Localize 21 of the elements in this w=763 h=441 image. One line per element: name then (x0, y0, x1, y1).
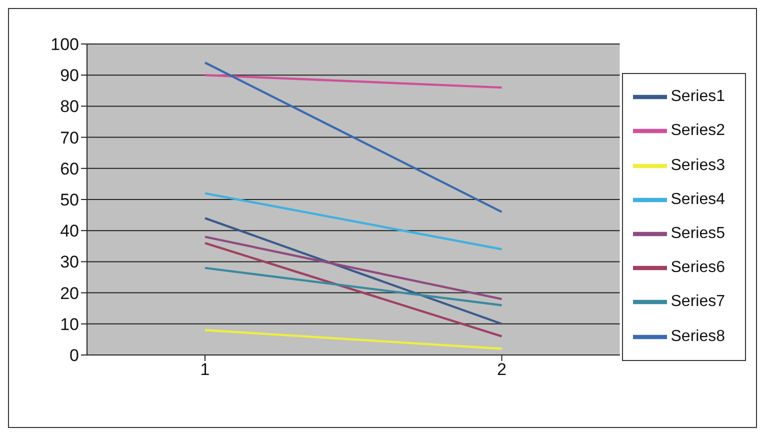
y-tick-label: 80 (60, 97, 79, 116)
y-tick-label: 70 (60, 128, 79, 148)
y-tick-label: 50 (60, 190, 79, 210)
legend-label: Series2 (670, 122, 725, 140)
y-tick-label: 10 (60, 314, 79, 334)
x-tick-label: 1 (200, 360, 210, 380)
legend-label: Series3 (670, 156, 725, 174)
legend-label: Series8 (670, 328, 725, 345)
y-tick-label: 60 (60, 159, 79, 178)
legend-label: Series5 (670, 225, 725, 242)
y-tick-label: 30 (60, 252, 79, 272)
y-tick-label: 0 (70, 346, 79, 366)
x-tick-label: 2 (497, 360, 506, 380)
legend-label: Series6 (670, 259, 725, 276)
legend-label: Series7 (670, 294, 725, 311)
y-tick-label: 20 (60, 284, 79, 303)
legend-label: Series4 (670, 191, 725, 208)
y-tick-label: 100 (50, 35, 79, 54)
y-tick-label: 90 (60, 66, 79, 86)
legend-label: Series1 (670, 88, 725, 106)
y-tick-label: 40 (60, 222, 79, 241)
